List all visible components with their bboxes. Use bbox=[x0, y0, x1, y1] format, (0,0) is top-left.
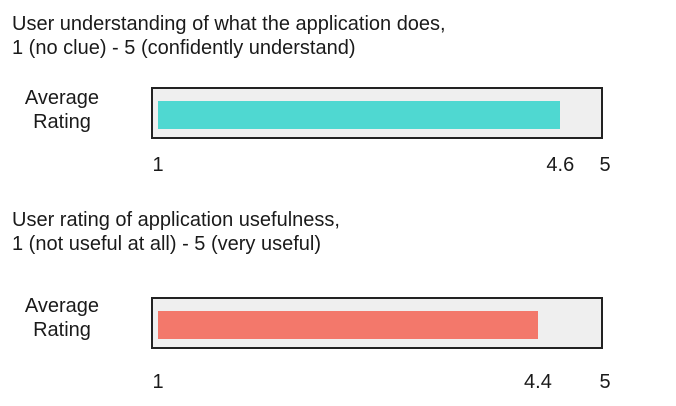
chart-title-line-1: User understanding of what the applicati… bbox=[12, 13, 446, 35]
tick-label-value: 4.4 bbox=[524, 371, 552, 393]
chart-title-line-1: User rating of application usefulness, bbox=[12, 209, 340, 231]
bar-track bbox=[151, 297, 603, 349]
chart-title-line-2: 1 (not useful at all) - 5 (very useful) bbox=[12, 233, 322, 255]
average-rating-bar bbox=[158, 101, 561, 129]
tick-label-min: 1 bbox=[152, 371, 164, 393]
understanding-chart: User understanding of what the applicati… bbox=[0, 0, 676, 200]
chart-title: User understanding of what the applicati… bbox=[12, 12, 446, 60]
tick-label-max: 5 bbox=[599, 154, 611, 176]
average-rating-bar bbox=[158, 311, 538, 339]
category-label: Average Rating bbox=[12, 294, 112, 342]
category-label: Average Rating bbox=[12, 86, 112, 134]
usefulness-chart: User rating of application usefulness, 1… bbox=[0, 200, 676, 406]
category-label-line-2: Rating bbox=[33, 319, 91, 341]
bar-track bbox=[151, 87, 603, 139]
category-label-line-1: Average bbox=[24, 87, 100, 109]
tick-label-value: 4.6 bbox=[546, 154, 575, 176]
tick-label-max: 5 bbox=[599, 371, 611, 393]
tick-label-min: 1 bbox=[152, 154, 164, 176]
chart-title-line-2: 1 (no clue) - 5 (confidently understand) bbox=[12, 37, 356, 59]
category-label-line-1: Average bbox=[24, 295, 100, 317]
category-label-line-2: Rating bbox=[33, 111, 91, 133]
chart-title: User rating of application usefulness, 1… bbox=[12, 208, 340, 256]
